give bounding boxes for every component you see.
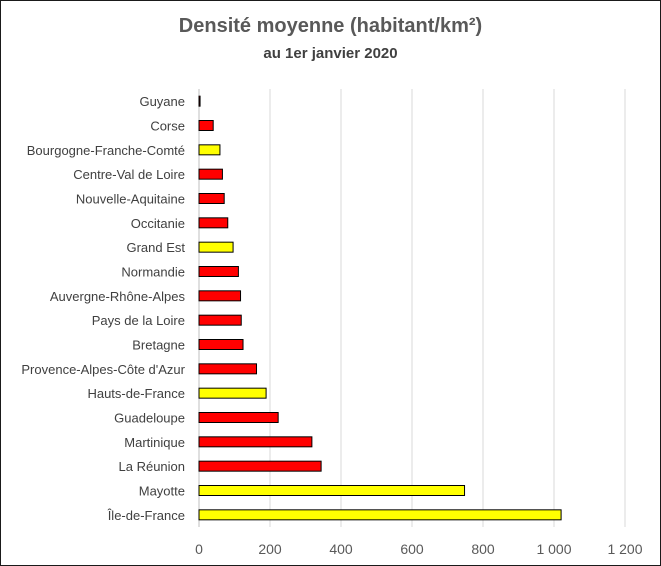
category-label: Grand Est [126,240,185,255]
bar [198,387,267,399]
category-label: Corse [150,119,185,134]
category-label: Hauts-de-France [87,386,185,401]
bar [198,436,313,448]
bar [198,266,239,277]
bar [198,363,258,375]
category-label: Bourgogne-Franche-Comté [27,143,185,158]
bar [198,314,242,326]
category-label: Guadeloupe [114,411,185,426]
x-tick-label: 200 [258,541,282,557]
x-tick-label: 1 000 [536,541,571,557]
category-label: Mayotte [139,484,185,499]
category-label: Provence-Alpes-Côte d'Azur [21,362,185,377]
bar [198,95,201,107]
chart-title: Densité moyenne (habitant/km²) [178,15,483,37]
category-label: Normandie [121,265,185,280]
category-label: Auvergne-Rhône-Alpes [50,289,186,304]
category-label: Bretagne [132,338,185,353]
bar [198,217,229,229]
bar [198,193,225,204]
bar [198,120,214,131]
x-tick-label: 400 [329,541,353,557]
bar [198,485,466,496]
x-tick-label: 600 [400,541,424,557]
bar [198,241,234,253]
bar [198,144,221,156]
bar [198,290,242,302]
category-label: Pays de la Loire [92,313,185,328]
category-label: Martinique [124,435,185,450]
category-label: Guyane [139,94,185,109]
category-label: Occitanie [131,216,185,231]
category-label: La Réunion [119,459,186,474]
bar [198,168,223,180]
category-label: Île-de-France [107,508,185,523]
bar [198,339,244,350]
x-tick-label: 0 [195,541,203,557]
x-tick-label: 800 [471,541,495,557]
category-label: Nouvelle-Aquitaine [76,192,185,207]
bar [198,509,562,521]
category-label: Centre-Val de Loire [73,167,185,182]
chart-subtitle: au 1er janvier 2020 [263,45,398,62]
bar [198,412,279,423]
x-tick-label: 1 200 [607,541,642,557]
bar [198,460,322,472]
